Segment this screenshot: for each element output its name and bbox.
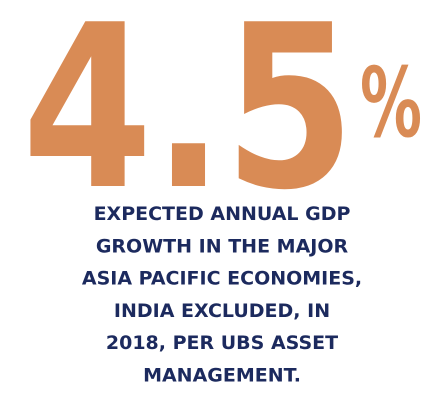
stat-unit: % bbox=[360, 47, 422, 159]
caption-line: MANAGEMENT. bbox=[143, 365, 301, 387]
stat-number: 4.5 bbox=[22, 0, 355, 240]
caption-line: INDIA EXCLUDED, IN bbox=[114, 300, 330, 322]
caption-line: ASIA PACIFIC ECONOMIES, bbox=[82, 268, 362, 290]
caption-line: 2018, PER UBS ASSET bbox=[106, 332, 338, 354]
caption-line: GROWTH IN THE MAJOR bbox=[96, 235, 349, 257]
caption: EXPECTED ANNUAL GDP GROWTH IN THE MAJOR AS… bbox=[82, 203, 362, 387]
caption-line: EXPECTED ANNUAL GDP bbox=[94, 203, 351, 225]
